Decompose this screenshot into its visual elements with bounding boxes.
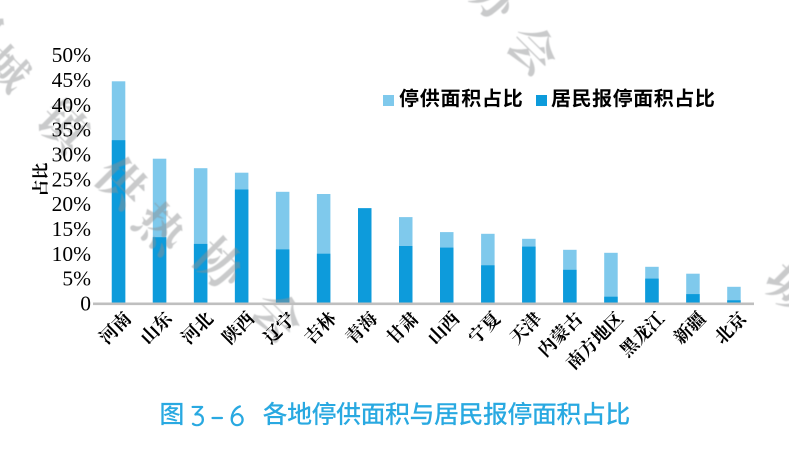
svg-text:5%: 5% <box>62 267 91 291</box>
svg-text:0: 0 <box>80 292 91 316</box>
svg-text:15%: 15% <box>52 217 92 241</box>
svg-text:35%: 35% <box>52 118 92 142</box>
svg-text:10%: 10% <box>52 242 92 266</box>
svg-text:20%: 20% <box>52 192 92 216</box>
svg-text:25%: 25% <box>52 167 92 191</box>
svg-text:30%: 30% <box>52 143 92 167</box>
svg-text:40%: 40% <box>52 93 92 117</box>
svg-text:50%: 50% <box>52 43 92 67</box>
svg-text:45%: 45% <box>52 68 92 92</box>
